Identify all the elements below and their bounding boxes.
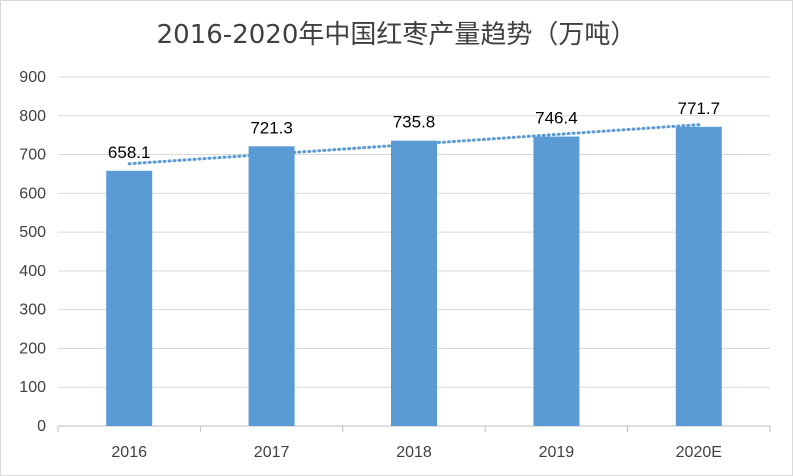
data-label: 771.7 [678, 99, 721, 118]
bar-2018 [391, 140, 437, 427]
y-tick-label: 300 [19, 302, 46, 319]
y-tick-label: 200 [19, 340, 46, 357]
data-label: 746.4 [535, 109, 578, 128]
x-tick-label: 2018 [396, 444, 432, 461]
bars [106, 126, 722, 427]
y-axis-ticks: 0 100 200 300 400 500 600 700 800 900 [19, 69, 46, 435]
x-tick-label: 2020E [676, 444, 722, 461]
data-label: 721.3 [250, 118, 293, 137]
y-tick-label: 900 [19, 69, 46, 86]
chart-title: 2016-2020年中国红枣产量趋势（万吨） [156, 20, 637, 50]
y-tick-label: 400 [19, 263, 46, 280]
y-tick-label: 600 [19, 185, 46, 202]
y-tick-label: 100 [19, 379, 46, 396]
x-tick-label: 2017 [254, 444, 290, 461]
data-labels: 658.1 721.3 735.8 746.4 771.7 [108, 99, 720, 162]
data-label: 658.1 [108, 143, 151, 162]
trendline-group [127, 123, 701, 166]
bar-2020E [675, 126, 722, 426]
trendline [127, 123, 701, 166]
x-axis-ticks: 2016 2017 2018 2019 2020E [111, 444, 722, 461]
y-tick-label: 800 [19, 108, 46, 125]
bar-2017 [248, 146, 295, 426]
y-tick-label: 700 [19, 147, 46, 164]
bar-2016 [106, 170, 153, 426]
x-tick-label: 2016 [111, 444, 147, 461]
data-label: 735.8 [393, 113, 436, 132]
y-tick-label: 0 [37, 418, 46, 435]
y-tick-label: 500 [19, 224, 46, 241]
x-tick-label: 2019 [539, 444, 575, 461]
bar-2019 [533, 136, 580, 426]
